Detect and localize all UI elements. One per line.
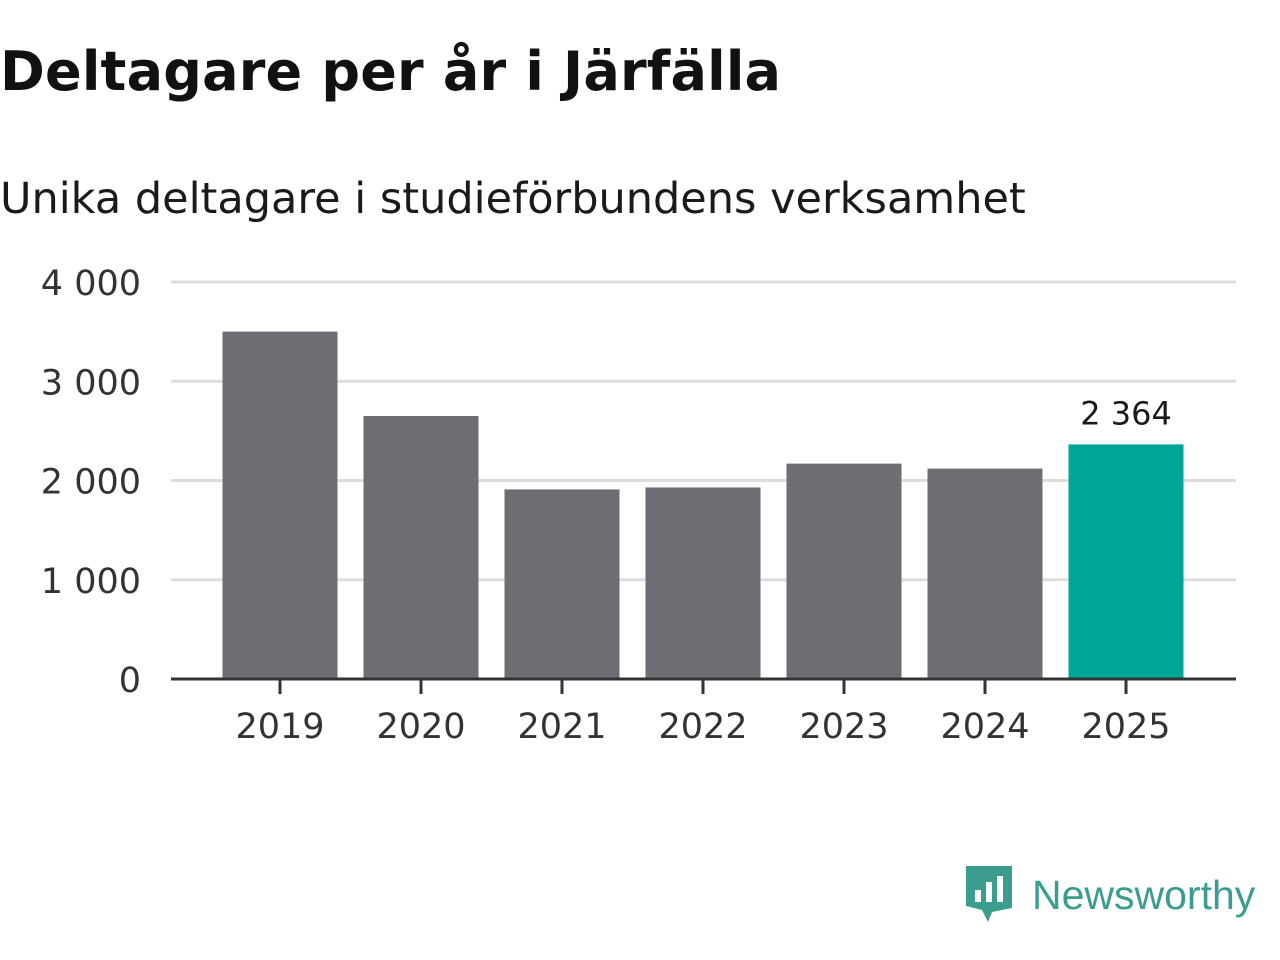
chart-subtitle: Unika deltagare i studieförbundens verks… [0,174,1026,224]
y-tick-label: 2 000 [41,463,141,503]
bar-2019 [222,331,338,679]
x-tick-label: 2020 [376,707,465,747]
x-axis [171,677,1236,694]
y-tick-label: 1 000 [41,562,141,602]
y-tick-label: 0 [119,661,141,701]
bar-2023 [786,463,902,679]
bar-2024 [927,468,1043,679]
bar-2025 [1068,444,1184,679]
bar-2021 [504,489,620,679]
data-label: 2 364 [1080,394,1172,432]
brand: Newsworthy [962,864,1255,926]
chart-title: Deltagare per år i Järfälla [0,40,782,103]
brand-name: Newsworthy [1032,871,1256,918]
x-tick-label: 2024 [940,707,1029,747]
x-tick-label: 2023 [799,707,888,747]
y-tick-label: 4 000 [41,264,141,304]
labels: 0 1 000 2 000 3 000 4 000 2019 2020 2021 2022 202… [41,264,1172,747]
bars [222,331,1184,679]
bar-2022 [645,487,761,679]
bar-2020 [363,415,479,679]
x-tick-label: 2019 [235,707,324,747]
x-tick-label: 2021 [517,707,606,747]
newsworthy-logo-icon [966,866,1012,922]
x-tick-label: 2022 [658,707,747,747]
x-tick-label: 2025 [1081,707,1170,747]
y-tick-label: 3 000 [41,363,141,403]
